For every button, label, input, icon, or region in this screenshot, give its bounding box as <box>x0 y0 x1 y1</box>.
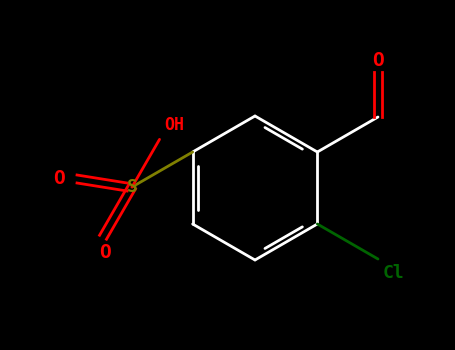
Text: O: O <box>372 50 384 70</box>
Text: O: O <box>99 243 111 262</box>
Text: O: O <box>53 169 65 189</box>
Text: S: S <box>126 178 137 196</box>
Text: Cl: Cl <box>383 264 405 282</box>
Text: OH: OH <box>165 116 185 134</box>
